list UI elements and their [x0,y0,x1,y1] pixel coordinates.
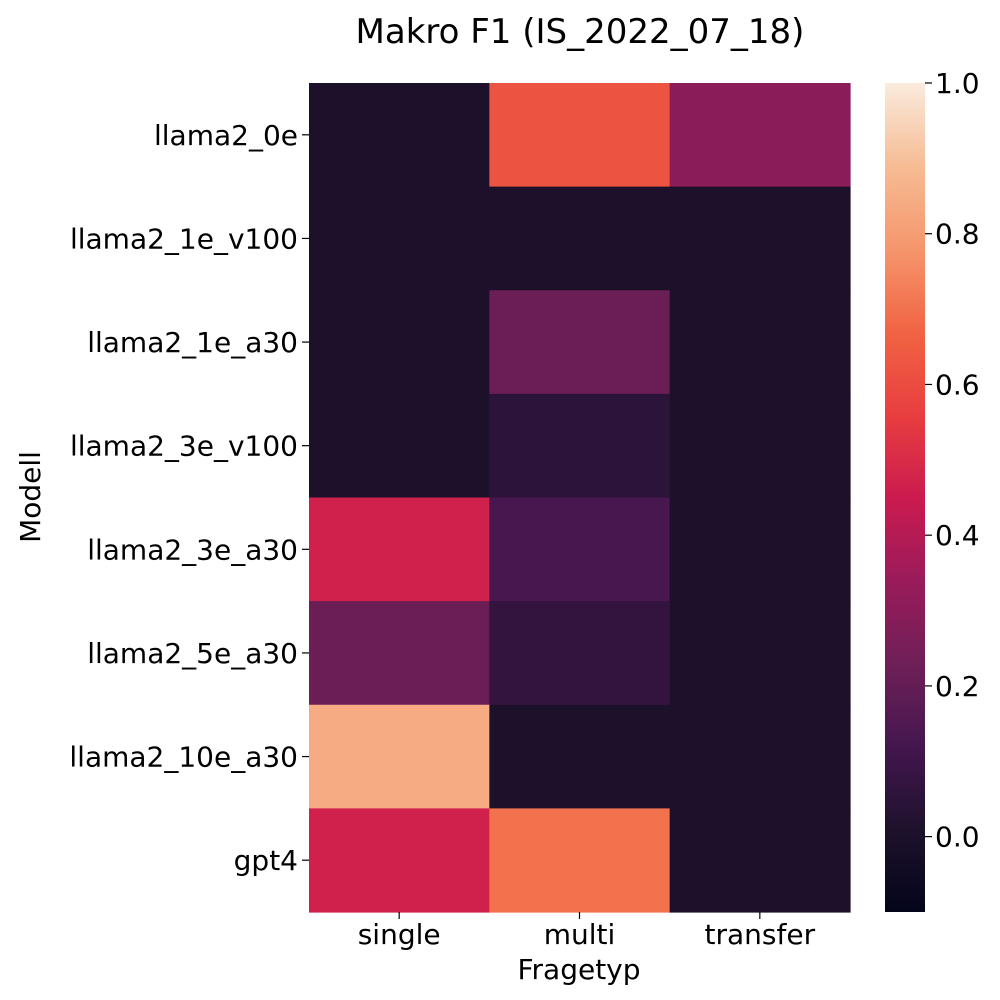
x-tick-label: multi [544,918,616,951]
heatmap-cell [669,497,851,602]
colorbar: 0.0 0.2 0.4 0.6 0.8 1.0 [885,67,980,912]
x-tick-label: transfer [705,918,816,951]
heatmap-cell [309,83,490,188]
chart-title: Makro F1 (IS_2022_07_18) [356,12,805,52]
colorbar-tick-label: 0.8 [935,218,980,251]
y-axis-label: Modell [14,451,47,543]
x-tick-label: single [358,918,441,951]
heatmap-cell [669,83,851,188]
colorbar-gradient [885,83,925,912]
y-tick-label: llama2_1e_v100 [70,222,298,255]
heatmap-cell [669,393,851,499]
heatmap-cell [309,497,490,602]
heatmap-cell [309,808,490,913]
heatmap-cell [489,186,671,291]
y-axis-ticks: llama2_0e llama2_1e_v100 llama2_1e_a30llam… [69,119,309,877]
heatmap-cell [489,83,671,188]
x-axis-label: Fragetyp [517,953,640,986]
y-tick-label: llama2_3e_v100 [70,430,298,463]
heatmap-cell [309,186,490,291]
colorbar-tick-label: 0.4 [935,519,980,552]
x-axis-ticks: single multi transfer [358,912,816,951]
heatmap-cell [669,808,851,913]
y-tick-label: llama2_10e_a30 [69,741,298,774]
colorbar-tick-label: 0.0 [935,821,980,854]
heatmap-cell [309,601,490,706]
colorbar-ticks: 0.0 0.2 0.4 0.6 0.8 1.0 [925,67,980,854]
heatmap-cell [309,290,490,395]
heatmap-cell [669,704,851,809]
colorbar-tick-label: 0.6 [935,368,980,401]
colorbar-tick-label: 1.0 [935,67,980,100]
heatmap-cell [489,290,671,395]
heatmap-cell [309,393,490,499]
heatmap-cell [669,186,851,291]
heatmap-cell [489,601,671,706]
y-tick-label: llama2_0e [154,119,298,152]
heatmap-cell [489,497,671,602]
heatmap-cell [309,704,490,809]
heatmap-cell [669,601,851,706]
y-tick-label: gpt4 [234,844,298,877]
heatmap-cells [309,83,851,913]
colorbar-tick-label: 0.2 [935,670,980,703]
heatmap-cell [489,704,671,809]
y-tick-label: llama2_5e_a30 [87,637,298,670]
y-tick-label: llama2_1e_a30 [87,326,298,359]
heatmap-cell [669,290,851,395]
heatmap-cell [489,393,671,499]
y-tick-label: llama2_3e_a30 [87,533,298,566]
heatmap-cell [489,808,671,913]
